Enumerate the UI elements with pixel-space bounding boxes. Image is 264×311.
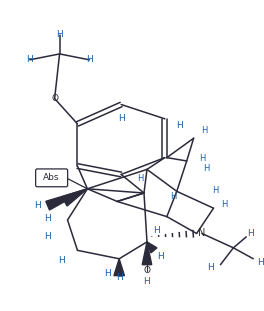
Text: H: H [213, 186, 219, 195]
Text: H: H [104, 269, 111, 278]
Text: H: H [137, 174, 144, 183]
Text: H: H [118, 114, 125, 123]
FancyBboxPatch shape [36, 169, 68, 187]
Text: O: O [143, 266, 150, 275]
Text: H: H [58, 256, 65, 265]
Polygon shape [142, 242, 152, 265]
Text: H: H [221, 200, 228, 209]
Text: H: H [34, 201, 41, 210]
Text: H: H [176, 121, 183, 130]
Text: Abs: Abs [43, 173, 60, 182]
Text: H: H [199, 154, 206, 163]
Text: H: H [154, 226, 160, 235]
Text: H: H [44, 232, 51, 241]
Polygon shape [114, 259, 124, 276]
Text: H: H [56, 30, 63, 39]
Text: N: N [198, 229, 205, 239]
Text: H: H [257, 258, 263, 267]
Polygon shape [62, 189, 87, 206]
Polygon shape [46, 189, 87, 210]
Text: H: H [158, 252, 164, 261]
Text: H: H [203, 164, 210, 173]
Text: H: H [247, 229, 254, 238]
Text: H: H [171, 192, 177, 201]
Text: H: H [26, 55, 33, 64]
Text: O: O [51, 94, 58, 103]
Text: H: H [201, 126, 207, 135]
Text: H: H [116, 273, 122, 282]
Text: H: H [86, 55, 93, 64]
Text: H: H [144, 276, 150, 285]
Polygon shape [147, 242, 157, 253]
Text: H: H [44, 214, 51, 223]
Text: H: H [207, 263, 214, 272]
